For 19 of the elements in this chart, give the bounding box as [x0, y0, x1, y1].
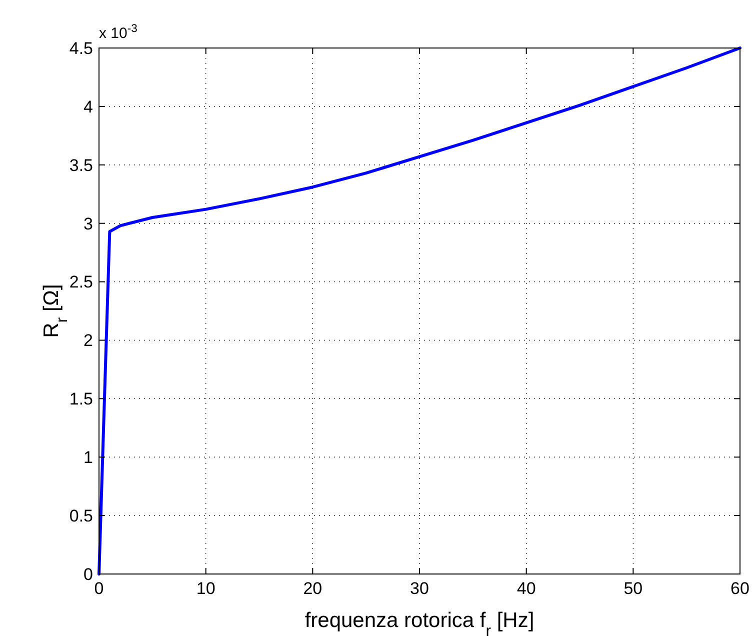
x-tick-label: 40	[516, 579, 536, 598]
y-tick-label: 3	[84, 214, 93, 234]
x-tick-label: 20	[303, 579, 322, 598]
y-tick-label: 1.5	[69, 390, 93, 409]
x-tick-label: 30	[410, 579, 429, 598]
y-tick-label: 4.5	[69, 38, 93, 58]
x-tick-label: 60	[730, 579, 750, 598]
x-tick-label: 50	[624, 579, 643, 598]
line-series	[98, 46, 742, 576]
x-axis-title: frequenza rotorica f$_{r}$ [Hz]	[304, 609, 534, 639]
y-tick-label: 2.5	[69, 272, 93, 292]
y-tick-label: 1	[84, 448, 93, 468]
text: x 10$^{-3}$	[99, 23, 138, 42]
y-tick-label: 2	[84, 331, 93, 350]
y-tick-label: 4	[84, 97, 93, 116]
y-tick-label: 3.5	[69, 156, 93, 175]
x-tick-label: 10	[196, 579, 216, 598]
y-tick-label: 0.5	[69, 506, 93, 526]
y-tick-label: 0	[84, 564, 93, 584]
